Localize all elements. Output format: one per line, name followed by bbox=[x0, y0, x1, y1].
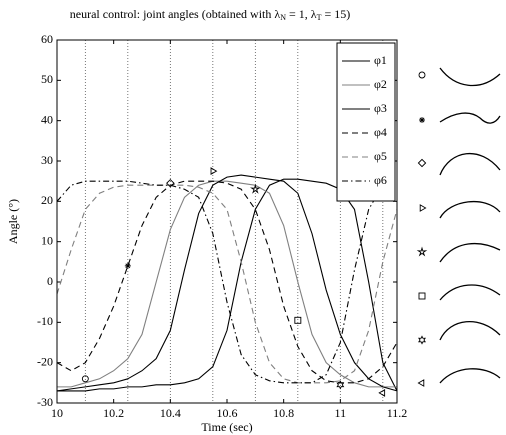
marker bbox=[250, 183, 261, 194]
marker bbox=[81, 375, 89, 383]
legend-label: φ6 bbox=[374, 173, 387, 187]
chart-title: neural control: joint angles (obtained w… bbox=[70, 7, 350, 22]
sketch-symbol bbox=[417, 158, 427, 168]
x-tick-label: 10.2 bbox=[103, 406, 124, 420]
plot-frame bbox=[56, 39, 398, 404]
legend-label: φ2 bbox=[374, 77, 387, 91]
legend-label: φ3 bbox=[374, 101, 387, 115]
y-tick-label: -20 bbox=[37, 354, 53, 368]
y-tick-label: 50 bbox=[41, 72, 53, 86]
series-line bbox=[56, 180, 398, 384]
legend-label: φ4 bbox=[374, 125, 387, 139]
sketch-symbol bbox=[418, 335, 426, 345]
legend-box bbox=[336, 42, 396, 202]
marker bbox=[336, 380, 345, 390]
x-tick-label: 10.4 bbox=[160, 406, 181, 420]
y-tick-label: 40 bbox=[41, 112, 53, 126]
y-tick-label: 10 bbox=[41, 233, 53, 247]
title-part: = 1, λ bbox=[286, 7, 317, 21]
series-line bbox=[57, 180, 397, 388]
sketch-symbol bbox=[418, 71, 426, 79]
sketch-symbol bbox=[418, 292, 426, 300]
title-subscript: N bbox=[280, 13, 286, 22]
x-tick-label: 11 bbox=[335, 406, 347, 420]
y-tick-label: 60 bbox=[41, 32, 53, 46]
marker bbox=[124, 262, 131, 269]
y-tick-label: 0 bbox=[47, 274, 53, 288]
sketch-symbol bbox=[416, 246, 428, 257]
title-part: neural control: joint angles (obtained w… bbox=[70, 7, 281, 21]
title-subscript: T bbox=[317, 13, 322, 22]
pose-sketches bbox=[439, 67, 501, 384]
legend-label: φ5 bbox=[374, 149, 387, 163]
series-line bbox=[56, 174, 398, 392]
x-tick-label: 10.6 bbox=[217, 406, 238, 420]
x-tick-label: 10 bbox=[51, 406, 63, 420]
y-axis-label: Angle (°) bbox=[6, 199, 20, 244]
y-tick-label: 30 bbox=[41, 153, 53, 167]
marker bbox=[210, 167, 218, 175]
series-line bbox=[56, 180, 398, 384]
marker bbox=[166, 178, 175, 188]
x-tick-label: 10.8 bbox=[273, 406, 294, 420]
x-axis-label: Time (sec) bbox=[201, 420, 252, 434]
y-tick-label: -30 bbox=[37, 395, 53, 409]
marker bbox=[378, 389, 386, 397]
sketch-symbol bbox=[419, 204, 427, 212]
legend-label: φ1 bbox=[374, 53, 387, 67]
sketch-symbol bbox=[419, 117, 425, 123]
y-tick-label: 20 bbox=[41, 193, 53, 207]
marker bbox=[294, 316, 302, 324]
sketch-symbol bbox=[417, 379, 425, 387]
y-tick-label: -10 bbox=[37, 314, 53, 328]
x-tick-label: 11.2 bbox=[387, 406, 408, 420]
title-part: = 15) bbox=[321, 7, 350, 21]
